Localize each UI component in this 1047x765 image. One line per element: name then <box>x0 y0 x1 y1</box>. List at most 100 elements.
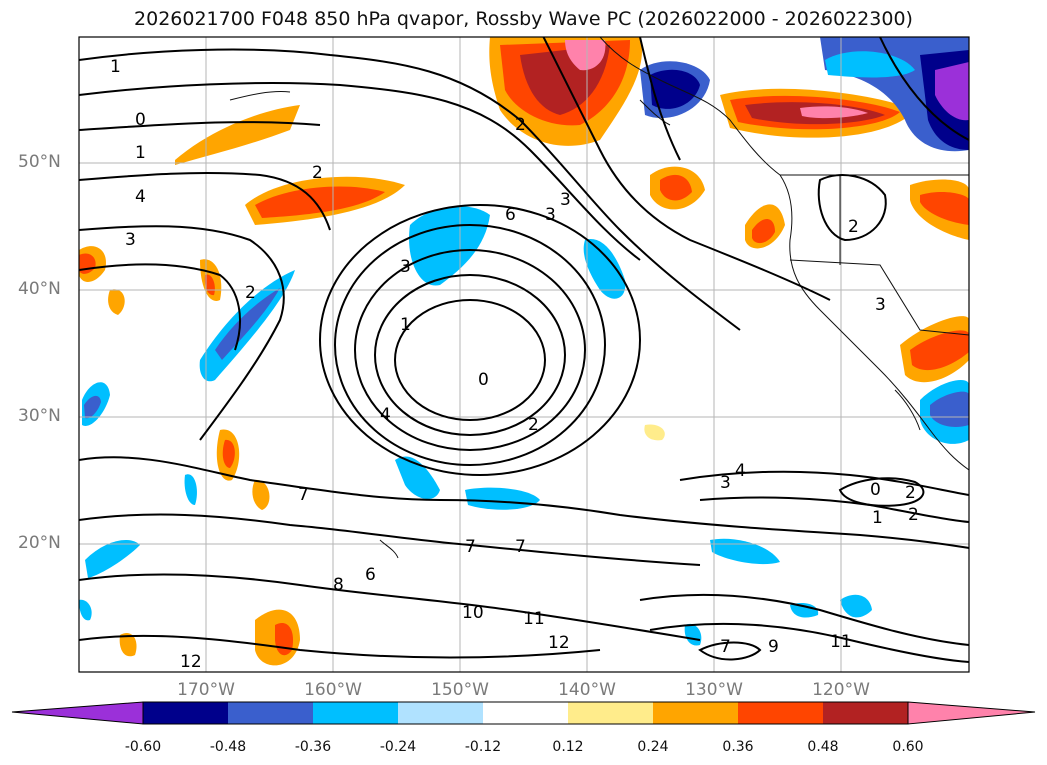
patch-sky-central <box>409 206 490 286</box>
patch-small-orange-6 <box>644 424 665 441</box>
patch-small-orange-5 <box>119 632 137 657</box>
patch-orange-nw <box>175 105 300 165</box>
lon-label-160w: 160°W <box>304 680 362 700</box>
contour-label: 2 <box>905 483 916 503</box>
colorbar-bin <box>313 702 398 724</box>
patch-se-red <box>910 330 969 371</box>
contour-label: 6 <box>505 205 516 225</box>
contour-label: 4 <box>380 405 391 425</box>
colorbar-high-extension <box>907 701 1036 725</box>
patch-sky-small1 <box>184 474 197 505</box>
contour-label: 12 <box>180 652 202 672</box>
contour-label: 1 <box>135 143 146 163</box>
lon-label-150w: 150°W <box>431 680 489 700</box>
contour-label: 2 <box>908 505 919 525</box>
patch-sky-sub1 <box>395 456 440 500</box>
contour-label: 7 <box>298 485 309 505</box>
colorbar-tick-label: 0.24 <box>637 739 669 755</box>
patch-blue-west <box>84 395 101 419</box>
colorbar-tick-label: -0.12 <box>464 739 502 755</box>
contour-label: 0 <box>478 370 489 390</box>
colorbar-bin <box>568 702 653 724</box>
lat-label-20n: 20°N <box>18 533 61 553</box>
contour-label: 9 <box>768 637 779 657</box>
contour-label: 0 <box>135 110 146 130</box>
contour-label: 3 <box>875 295 886 315</box>
colorbar-tick-label: -0.36 <box>294 739 332 755</box>
contour-label: 4 <box>735 461 746 481</box>
contour-label: 11 <box>830 632 852 652</box>
patch-sky-sw <box>85 540 140 578</box>
patch-small-orange-2 <box>108 289 125 315</box>
contour-label: 1 <box>872 508 883 528</box>
patch-top-pink <box>565 40 606 71</box>
patch-small-orange-4 <box>252 479 270 510</box>
patch-mid-red <box>660 174 692 201</box>
contour-label: 7 <box>465 537 476 557</box>
patch-sky-ne <box>825 51 915 78</box>
patch-blue-se3 <box>930 391 969 427</box>
colorbar-tick-label: -0.24 <box>379 739 417 755</box>
patch-sky-east <box>583 239 626 299</box>
coastlines <box>229 37 969 559</box>
contour-label: 3 <box>545 205 556 225</box>
patch-red-mid <box>255 186 385 218</box>
contour-label: 2 <box>245 283 256 303</box>
contour-label: 7 <box>515 537 526 557</box>
contour-label: 3 <box>125 230 136 250</box>
patch-small-red-3 <box>222 439 235 468</box>
patch-sky-se1 <box>790 603 819 618</box>
colorbar-tick-label: -0.48 <box>209 739 247 755</box>
patch-sky-se2 <box>840 594 872 618</box>
patch-east-red <box>920 192 969 225</box>
contour-label: 8 <box>333 575 344 595</box>
contour-label: 3 <box>560 190 571 210</box>
contour-label: 2 <box>528 415 539 435</box>
contour-label: 4 <box>135 187 146 207</box>
colorbar-bin <box>483 702 568 724</box>
contour-label-group: 1 0 1 4 3 2 2 3 3 2 6 3 1 0 4 2 2 3 4 0 … <box>110 57 919 672</box>
colorbar-tick-label: -0.60 <box>124 739 162 755</box>
colorbar-tick-label: 0.36 <box>722 739 754 755</box>
contour-label: 2 <box>848 217 859 237</box>
colorbar-bin <box>738 702 823 724</box>
patch-sky-small3 <box>79 599 92 621</box>
lon-label-130w: 130°W <box>685 680 743 700</box>
lon-label-170w: 170°W <box>177 680 235 700</box>
contour-label: 7 <box>720 637 731 657</box>
patch-ne-pink <box>800 106 868 119</box>
patch-sky-small2 <box>684 623 702 646</box>
contour-label: 3 <box>720 473 731 493</box>
lat-label-30n: 30°N <box>18 406 61 426</box>
map-title: 2026021700 F048 850 hPa qvapor, Rossby W… <box>134 8 913 30</box>
colorbar-bin <box>653 702 738 724</box>
contour-label: 2 <box>515 115 526 135</box>
patch-navy-coast <box>650 69 700 109</box>
colorbar-bin <box>143 702 228 724</box>
lat-label-40n: 40°N <box>18 279 61 299</box>
contour-label: 1 <box>110 57 121 77</box>
patch-sky-south <box>710 538 780 565</box>
patch-purple-ne <box>935 62 969 121</box>
contour-label: 10 <box>462 603 484 623</box>
contour-label: 1 <box>400 315 411 335</box>
contour-label: 12 <box>548 633 570 653</box>
colorbar-bin <box>228 702 313 724</box>
colorbar-low-extension <box>11 701 144 725</box>
colorbar-bin <box>398 702 483 724</box>
lat-label-50n: 50°N <box>18 152 61 172</box>
patch-blue-diagonal <box>215 288 280 360</box>
map-frame <box>78 36 970 673</box>
lon-label-140w: 140°W <box>558 680 616 700</box>
colorbar <box>11 701 1036 725</box>
patch-sky-sub2 <box>465 487 540 510</box>
contour-label: 0 <box>870 480 881 500</box>
patch-bc-red <box>752 218 775 244</box>
colorbar-bin <box>823 702 908 724</box>
contour-label: 3 <box>400 257 411 277</box>
contour-label: 11 <box>523 609 545 629</box>
colorbar-tick-label: 0.48 <box>807 739 839 755</box>
colorbar-tick-label: 0.60 <box>892 739 924 755</box>
colorbar-tick-label: 0.12 <box>552 739 584 755</box>
